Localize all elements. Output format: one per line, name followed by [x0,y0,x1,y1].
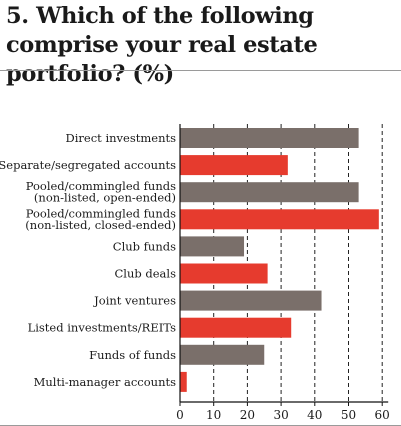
category-label-line: Joint ventures [93,294,176,308]
category-label-line: Pooled/commingled funds [26,179,176,193]
category-label-1: Separate/segregated accounts [0,158,176,172]
category-label-line: (non-listed, closed-ended) [25,218,176,232]
bar-0 [180,128,359,148]
title-rule-top [0,70,401,71]
category-label-5: Club deals [114,267,176,281]
category-label-line: Listed investments/REITs [28,321,177,335]
x-tick-label-60: 60 [375,408,390,422]
category-label-line: Separate/segregated accounts [0,158,176,172]
category-label-9: Multi-manager accounts [34,375,176,389]
category-label-line: Pooled/commingled funds [26,206,176,220]
bar-7 [180,317,292,338]
bar-5 [180,263,268,284]
category-label-7: Listed investments/REITs [28,321,177,335]
bar-3 [180,209,379,230]
bar-6 [180,290,322,311]
category-label-2: Pooled/commingled funds (non-listed, open… [26,179,176,205]
bar-2 [180,182,359,203]
x-tick-label-0: 0 [176,408,184,422]
bar-8 [180,344,265,365]
x-tick-label-50: 50 [341,408,356,422]
category-label-line: (non-listed, open-ended) [34,191,176,205]
category-label-line: Funds of funds [89,348,176,362]
category-label-8: Funds of funds [89,348,176,362]
x-tick-label-40: 40 [307,408,322,422]
category-label-line: Club deals [114,267,176,281]
category-label-0: Direct investments [66,131,177,145]
category-label-3: Pooled/commingled funds (non-listed, clos… [25,206,176,232]
x-tick-label-10: 10 [206,408,221,422]
x-tick-label-30: 30 [273,408,288,422]
category-label-line: Club funds [113,239,176,253]
category-label-line: Direct investments [66,131,177,145]
category-label-4: Club funds [113,239,176,253]
category-label-6: Joint ventures [93,294,176,308]
chart-title: 5. Which of the following comprise your … [6,3,318,87]
bar-1 [180,155,288,176]
bar-4 [180,236,245,257]
category-label-line: Multi-manager accounts [34,375,176,389]
x-tick-label-20: 20 [240,408,255,422]
bar-9 [180,371,187,392]
